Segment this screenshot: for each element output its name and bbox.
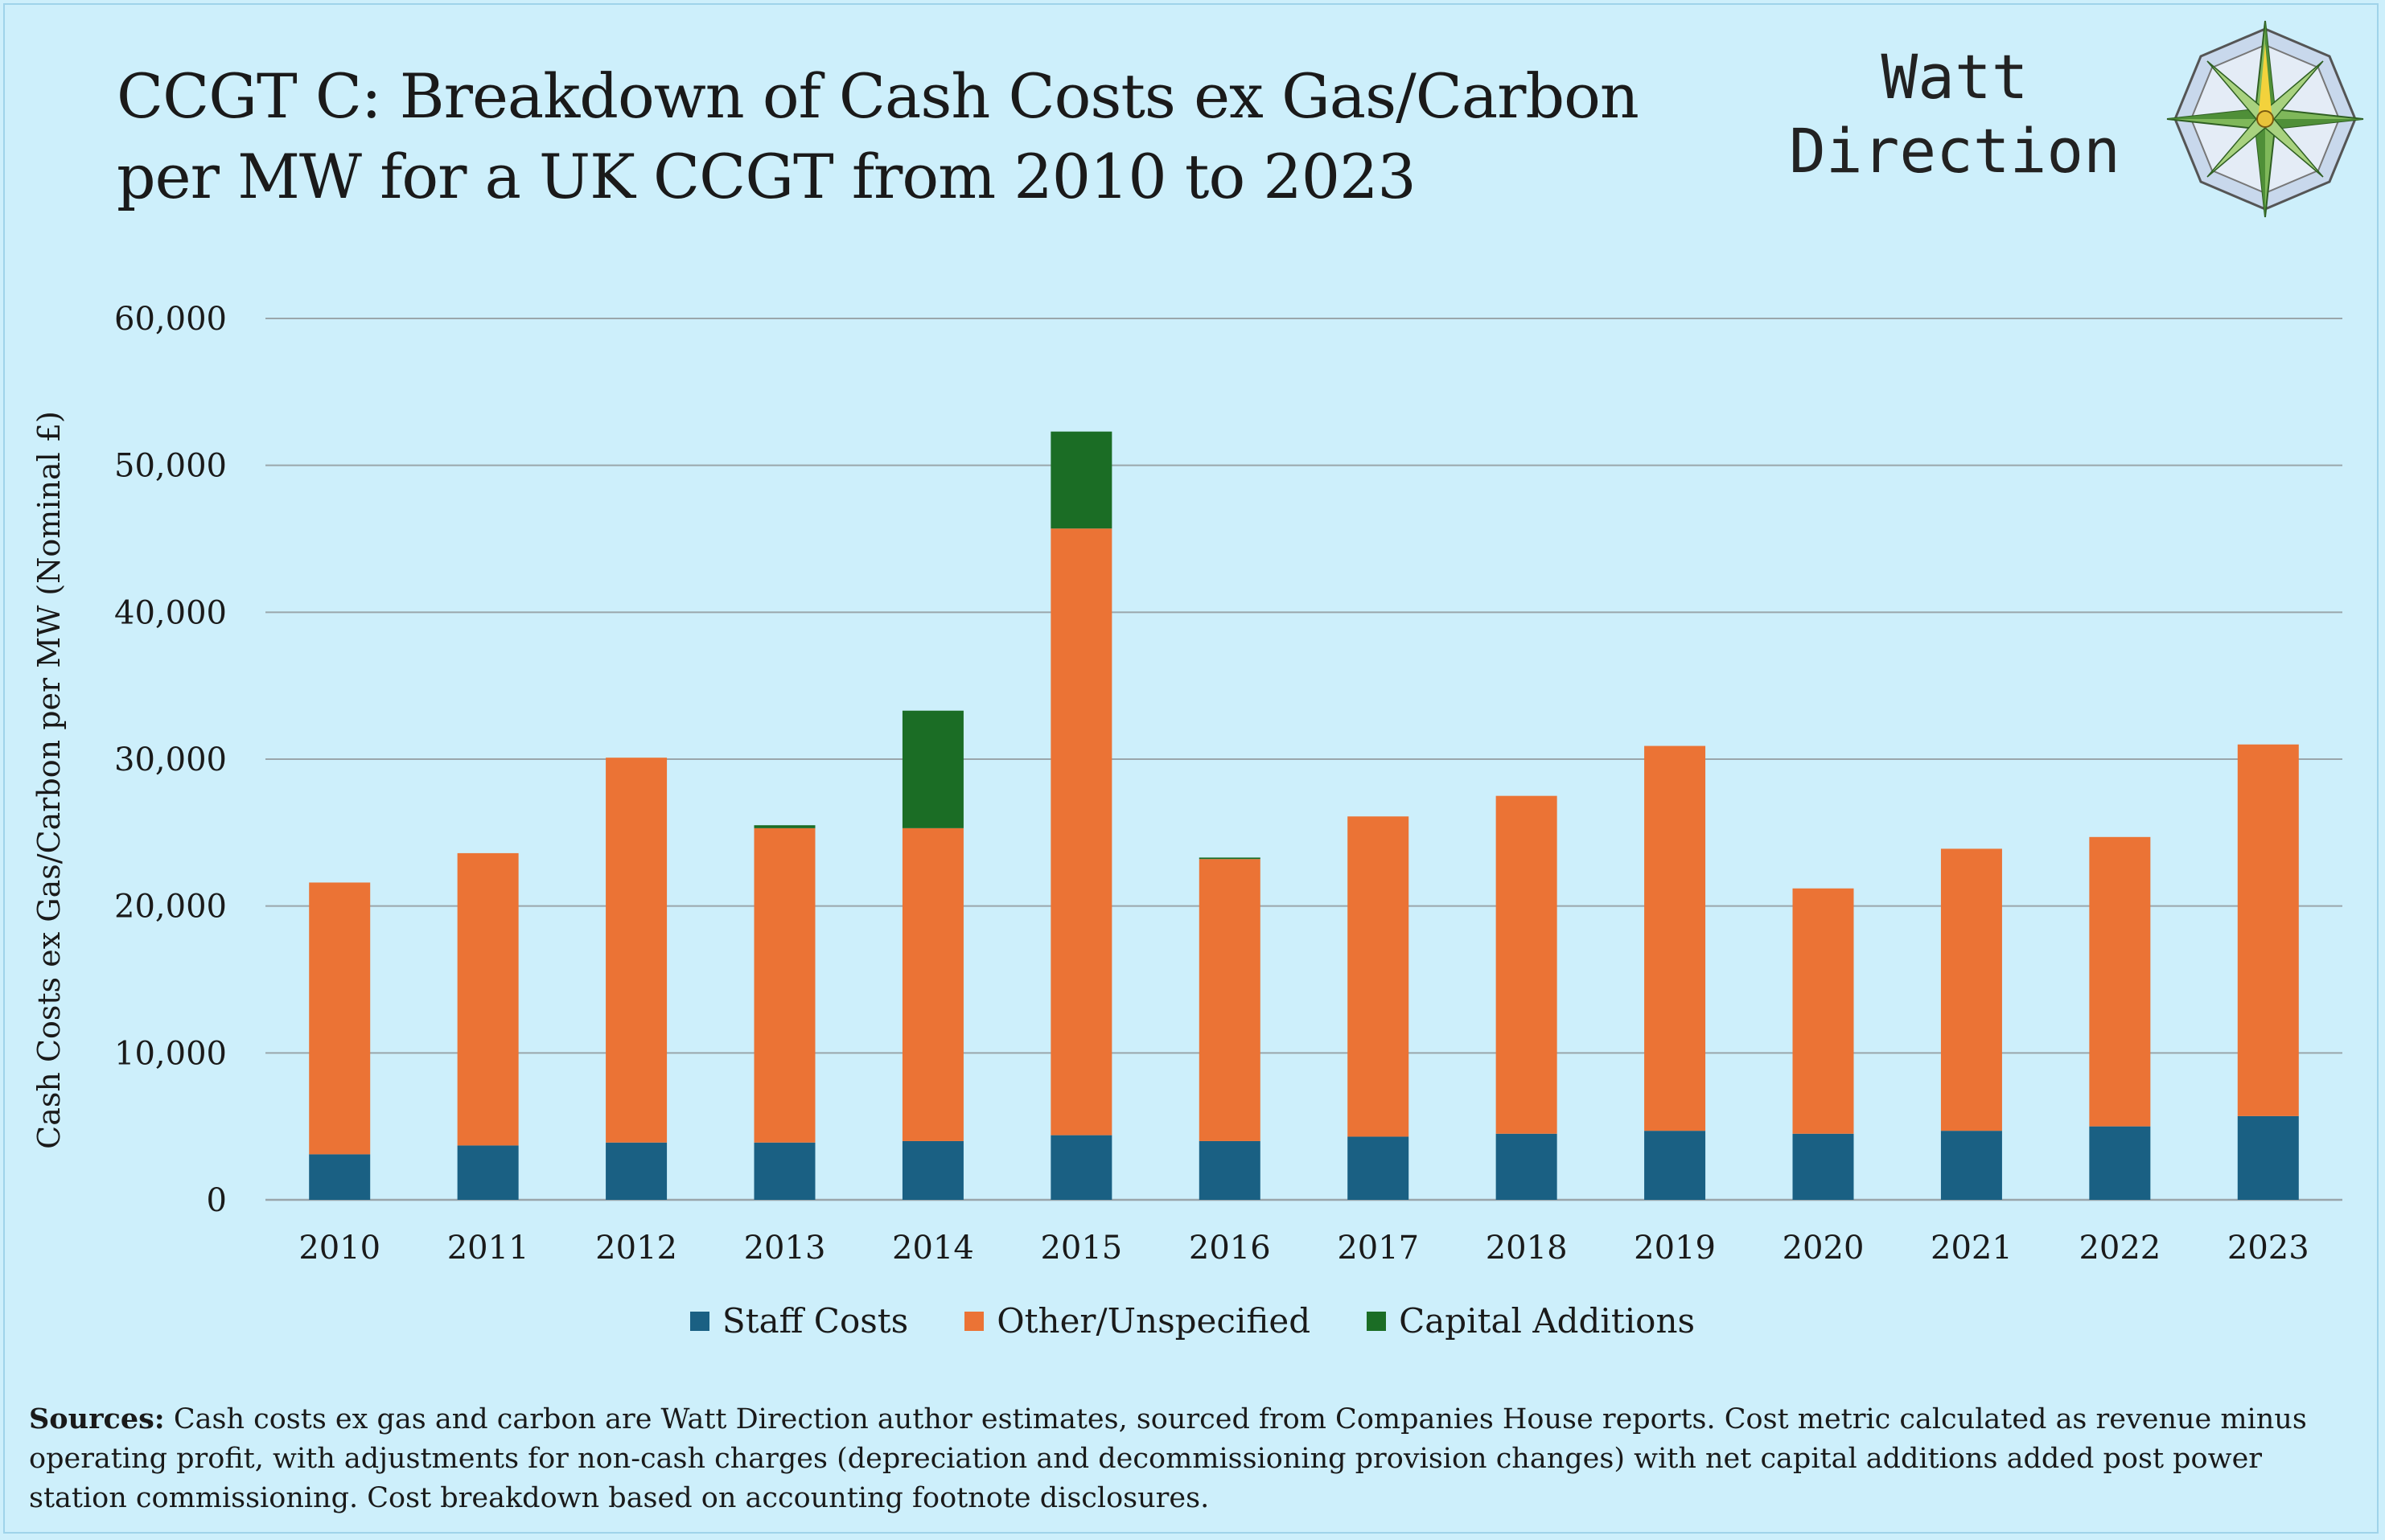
- bar-segment: [1792, 1133, 1854, 1200]
- x-tick-labels: 2010 2011 2012 2013 2014 2015 2016 2017 2018 2019…: [298, 1230, 2309, 1267]
- bar-segment: [754, 827, 816, 1143]
- sources-label: Sources:: [29, 1402, 165, 1435]
- bar-segment: [1199, 1140, 1260, 1200]
- bar-segment: [902, 710, 964, 828]
- x-tick-label: 2021: [1931, 1230, 2013, 1267]
- legend-label-staff: Staff Costs: [722, 1301, 909, 1341]
- x-tick-label: 2018: [1486, 1230, 1568, 1267]
- chart-title: CCGT C: Breakdown of Cash Costs ex Gas/C…: [117, 56, 1725, 217]
- bar-segment: [1495, 1133, 1557, 1200]
- x-tick-label: 2015: [1040, 1230, 1122, 1267]
- legend-item-staff: Staff Costs: [689, 1301, 909, 1341]
- bar-segment: [1644, 1131, 1706, 1200]
- bar-segment: [2089, 1126, 2151, 1200]
- x-tick-label: 2022: [2079, 1230, 2161, 1267]
- sources-text: Cash costs ex gas and carbon are Watt Di…: [29, 1403, 2307, 1514]
- bar-segment: [1495, 795, 1557, 1134]
- sources-note: Sources: Cash costs ex gas and carbon ar…: [29, 1399, 2362, 1518]
- bar-segment: [1347, 816, 1409, 1137]
- legend-label-capital: Capital Additions: [1399, 1301, 1696, 1341]
- y-tick-label: 30,000: [114, 741, 227, 778]
- bar-segment: [309, 882, 371, 1155]
- bar-segment: [2237, 744, 2299, 1116]
- y-tick-label: 50,000: [114, 448, 227, 485]
- x-tick-label: 2020: [1783, 1230, 1865, 1267]
- bar-segment: [1347, 1136, 1409, 1200]
- bar-segment: [1051, 431, 1112, 529]
- x-tick-label: 2011: [447, 1230, 529, 1267]
- x-tick-label: 2010: [298, 1230, 380, 1267]
- bar-segment: [1940, 848, 2002, 1131]
- bar-segment: [754, 825, 816, 828]
- chart-title-line-2: per MW for a UK CCGT from 2010 to 2023: [117, 141, 1417, 212]
- bar-segment: [1644, 745, 1706, 1131]
- y-tick-label: 40,000: [114, 594, 227, 631]
- bar-segment: [2089, 836, 2151, 1127]
- legend: Staff Costs Other/Unspecified Capital Ad…: [0, 1301, 2385, 1341]
- bar-segment: [1792, 888, 1854, 1134]
- legend-item-other: Other/Unspecified: [964, 1301, 1310, 1341]
- y-tick-label: 20,000: [114, 889, 227, 926]
- brand-name-line-1: Watt: [1881, 41, 2029, 113]
- bar-segment: [457, 852, 519, 1146]
- legend-swatch-capital: [1367, 1311, 1387, 1331]
- bar-segment: [754, 1142, 816, 1200]
- y-tick-label: 60,000: [114, 301, 227, 338]
- bar-segment: [1051, 1135, 1112, 1200]
- bar-segment: [457, 1145, 519, 1200]
- legend-swatch-staff: [689, 1311, 709, 1331]
- x-tick-label: 2023: [2227, 1230, 2309, 1267]
- chart-title-line-1: CCGT C: Breakdown of Cash Costs ex Gas/C…: [117, 60, 1639, 132]
- bar-segment: [1199, 859, 1260, 1141]
- x-tick-label: 2014: [892, 1230, 974, 1267]
- legend-item-capital: Capital Additions: [1367, 1301, 1695, 1341]
- bar-segment: [2237, 1115, 2299, 1200]
- bar-segment: [1051, 528, 1112, 1135]
- bars: [309, 431, 2299, 1200]
- legend-label-other: Other/Unspecified: [997, 1301, 1311, 1341]
- bar-segment: [309, 1154, 371, 1200]
- brand-name: Watt Direction: [1746, 40, 2164, 188]
- gridlines: [265, 318, 2342, 1201]
- x-tick-label: 2017: [1337, 1230, 1419, 1267]
- legend-swatch-other: [964, 1311, 985, 1331]
- x-tick-label: 2012: [595, 1230, 677, 1267]
- bar-segment: [606, 758, 668, 1143]
- y-tick-label: 10,000: [114, 1035, 227, 1072]
- y-tick-labels: 0 10,000 20,000 30,000 40,000 50,000 60,000: [114, 301, 227, 1219]
- bar-segment: [902, 1140, 964, 1200]
- bar-segment: [606, 1142, 668, 1200]
- y-axis-label: Cash Costs ex Gas/Carbon per MW (Nominal…: [31, 411, 67, 1149]
- compass-logo-icon: [2166, 20, 2364, 218]
- chart-frame: [3, 3, 2379, 1534]
- brand-name-line-2: Direction: [1789, 115, 2120, 187]
- x-tick-label: 2016: [1189, 1230, 1271, 1267]
- bar-segment: [1199, 857, 1260, 860]
- bar-segment: [1940, 1131, 2002, 1200]
- x-tick-label: 2019: [1634, 1230, 1716, 1267]
- x-tick-label: 2013: [744, 1230, 826, 1267]
- bar-segment: [902, 827, 964, 1141]
- y-tick-label: 0: [207, 1182, 227, 1219]
